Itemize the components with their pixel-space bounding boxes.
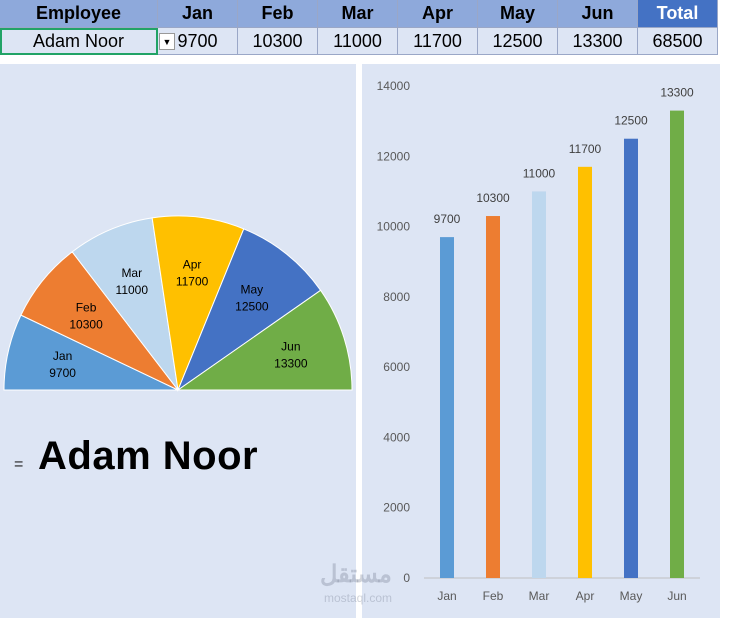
x-tick-label-jun: Jun <box>667 589 686 603</box>
bar-data-label-jun: 13300 <box>660 86 694 100</box>
employee-select-cell[interactable]: Adam Noor ▼ <box>0 28 175 55</box>
pie-slice-jun[interactable] <box>176 289 353 391</box>
table-row: Adam Noor ▼ 9700 10300 11000 11700 12500 13300 6… <box>0 28 718 55</box>
watermark-logo: مستقل <box>320 561 392 588</box>
bar-feb[interactable] <box>486 216 500 578</box>
value-cell-apr[interactable]: 11700 <box>398 28 478 55</box>
header-cell-apr[interactable]: Apr <box>398 0 478 28</box>
pie-label-jun: Jun <box>281 339 300 353</box>
y-tick-label: 12000 <box>377 149 411 163</box>
bar-data-label-feb: 10300 <box>476 191 510 205</box>
pie-chart: Jan 9700 Feb 10300 Mar 11000 Apr 11700 May 12500 J… <box>3 215 353 392</box>
cell-text: 68500 <box>652 30 703 51</box>
value-cell-jun[interactable]: 13300 <box>558 28 638 55</box>
bar-data-label-jan: 9700 <box>434 212 461 226</box>
cell-text: 10300 <box>252 30 303 51</box>
equals-sign: = <box>14 456 24 473</box>
header-cell-jan[interactable]: Jan <box>158 0 238 28</box>
watermark-url: mostaql.com <box>324 591 393 605</box>
cell-text: 9700 <box>177 30 218 51</box>
header-cell-jun[interactable]: Jun <box>558 0 638 28</box>
header-cell-mar[interactable]: Mar <box>318 0 398 28</box>
bar-chart-panel: 0 2000 4000 6000 8000 10000 12000 14000 9700 Jan 1… <box>362 64 720 618</box>
x-tick-label-feb: Feb <box>483 589 504 603</box>
pie-value-apr: 11700 <box>176 275 209 289</box>
y-tick-label: 4000 <box>383 430 410 444</box>
pie-slice-may[interactable] <box>176 228 322 392</box>
y-tick-label: 2000 <box>383 501 410 515</box>
value-cell-total[interactable]: 68500 <box>638 28 718 55</box>
divider <box>0 55 735 64</box>
header-cell-may[interactable]: May <box>478 0 558 28</box>
x-tick-label-apr: Apr <box>576 589 595 603</box>
cell-text: Adam Noor <box>32 30 125 51</box>
header-cell-feb[interactable]: Feb <box>238 0 318 28</box>
selected-employee-name: Adam Noor <box>38 434 259 478</box>
table-header: Employee Jan Feb Mar Apr May Jun Total <box>0 0 718 28</box>
bar-jun[interactable] <box>670 110 684 578</box>
bar-apr[interactable] <box>578 166 592 578</box>
cell-text: 13300 <box>572 30 623 51</box>
cell-text: 11000 <box>333 30 382 51</box>
y-tick-label: 6000 <box>383 360 410 374</box>
header-cell-total[interactable]: Total <box>638 0 718 28</box>
bar-may[interactable] <box>624 138 638 578</box>
y-tick-label: 8000 <box>383 290 410 304</box>
bar-chart: 0 2000 4000 6000 8000 10000 12000 14000 9700 Jan 1… <box>377 79 700 603</box>
value-cell-may[interactable]: 12500 <box>478 28 558 55</box>
pie-label-apr: Apr <box>183 258 202 272</box>
pie-value-feb: 10300 <box>69 318 103 332</box>
pie-label-jan: Jan <box>53 349 72 363</box>
cell-text: 12500 <box>492 30 543 51</box>
bar-data-label-apr: 11700 <box>569 142 602 156</box>
x-tick-label-may: May <box>620 589 643 603</box>
pie-value-jun: 13300 <box>274 356 308 370</box>
pie-slice-apr[interactable] <box>151 215 245 392</box>
pie-label-may: May <box>241 283 264 297</box>
pie-value-may: 12500 <box>235 300 269 314</box>
pie-label-feb: Feb <box>76 301 97 315</box>
bar-mar[interactable] <box>532 191 546 578</box>
y-tick-label: 0 <box>403 571 410 585</box>
pie-label-mar: Mar <box>121 266 142 280</box>
bar-data-label-may: 12500 <box>614 114 648 128</box>
header-cell-employee[interactable]: Employee <box>0 0 158 28</box>
value-cell-feb[interactable]: 10300 <box>238 28 318 55</box>
bar-jan[interactable] <box>440 237 454 578</box>
pie-chart-panel: Jan 9700 Feb 10300 Mar 11000 Apr 11700 May 12500 J… <box>0 64 356 618</box>
x-tick-label-jan: Jan <box>437 589 456 603</box>
value-cell-mar[interactable]: 11000 <box>318 28 398 55</box>
y-tick-label: 14000 <box>377 79 411 93</box>
cell-text: 11700 <box>413 30 462 51</box>
pie-value-mar: 11000 <box>116 283 149 297</box>
y-tick-label: 10000 <box>377 220 411 234</box>
dropdown-arrow-icon[interactable]: ▼ <box>159 33 175 50</box>
x-tick-label-mar: Mar <box>529 589 550 603</box>
bar-data-label-mar: 11000 <box>523 166 556 180</box>
pie-value-jan: 9700 <box>49 366 76 380</box>
